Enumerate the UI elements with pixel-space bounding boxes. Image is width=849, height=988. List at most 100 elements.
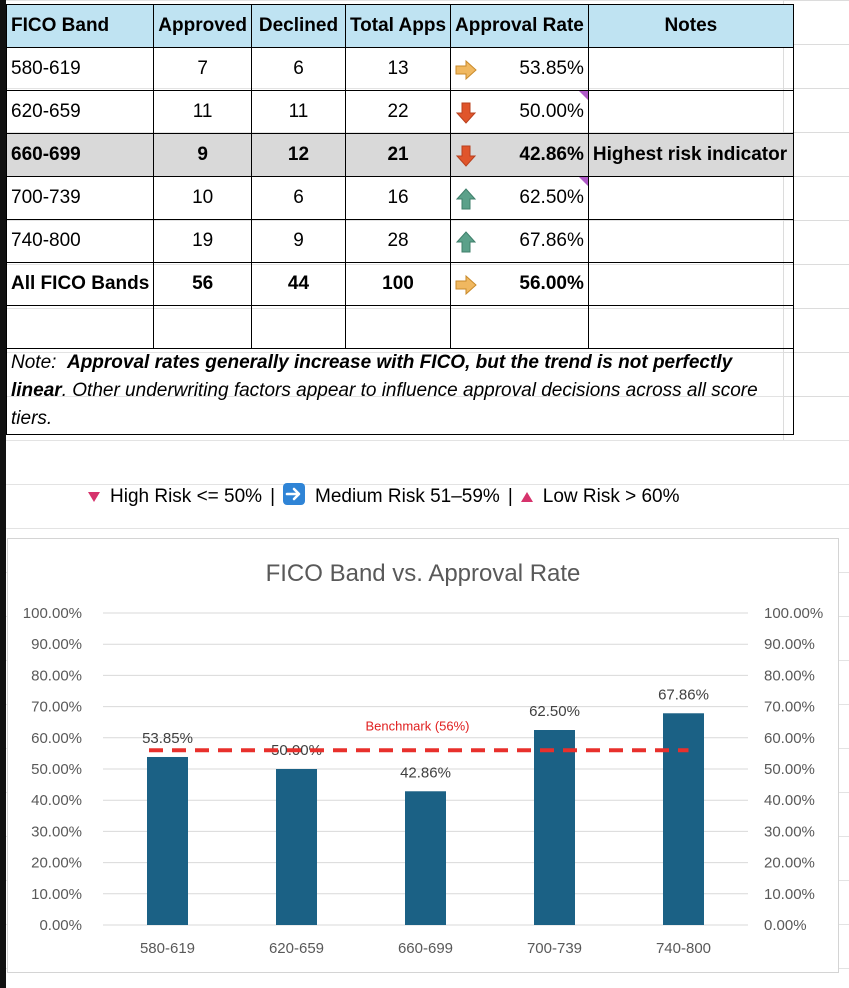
benchmark-label: Benchmark (56%) <box>365 718 469 733</box>
note-bold-text: Approval rates generally increase with F… <box>11 352 733 401</box>
bar[interactable] <box>147 756 188 925</box>
cell-declined[interactable]: 11 <box>250 90 346 134</box>
cell-approved[interactable]: 10 <box>153 176 252 220</box>
cell-declined[interactable]: 12 <box>250 133 346 177</box>
bar-data-label: 42.86% <box>400 764 451 781</box>
rate-value: 62.50% <box>519 187 584 208</box>
chart-x-axis: 580-619 620-659 660-699 700-739 740-800 <box>140 940 711 957</box>
cell-notes[interactable] <box>587 219 794 263</box>
cell-approval-rate[interactable]: 42.86% <box>450 133 589 177</box>
arrow-down-icon <box>454 144 478 168</box>
y2-tick-label: 30.00% <box>764 823 815 840</box>
header-approved[interactable]: Approved <box>153 4 252 48</box>
bar[interactable] <box>534 730 575 925</box>
cell-fico-band[interactable]: All FICO Bands <box>5 262 155 306</box>
approval-rate-chart[interactable]: FICO Band vs. Approval Rate 0.00% 10.00% 2… <box>7 538 839 973</box>
bar[interactable] <box>276 769 317 925</box>
legend-high-risk: High Risk <= 50% <box>110 486 263 507</box>
comment-indicator-icon[interactable] <box>578 91 588 100</box>
y2-tick-label: 50.00% <box>764 761 815 778</box>
chart-title: FICO Band vs. Approval Rate <box>266 560 581 587</box>
comment-indicator-icon[interactable] <box>578 177 588 186</box>
note-cell[interactable]: Note: Approval rates generally increase … <box>6 348 794 435</box>
y-tick-label: 90.00% <box>31 636 82 653</box>
cell-approval-rate[interactable]: 67.86% <box>450 219 589 263</box>
table-row: 740-800 19 9 28 67.86% <box>5 219 794 263</box>
arrow-up-icon <box>454 187 478 211</box>
y-tick-label: 70.00% <box>31 699 82 716</box>
cell-approved[interactable]: 56 <box>153 262 252 306</box>
chart-gridlines <box>103 612 748 926</box>
cell-notes[interactable] <box>587 90 794 134</box>
cell-total-apps[interactable]: 16 <box>344 176 452 220</box>
empty-row <box>5 305 794 349</box>
cell-fico-band[interactable]: 660-699 <box>5 133 155 177</box>
chart-y-axis: 0.00% 10.00% 20.00% 30.00% 40.00% 50.00% 60.00… <box>23 605 82 934</box>
rate-value: 56.00% <box>519 273 584 294</box>
header-fico-band[interactable]: FICO Band <box>5 4 155 48</box>
cell-approval-rate[interactable]: 50.00% <box>450 90 589 134</box>
arrow-right-icon <box>454 273 478 297</box>
note-prefix: Note: <box>11 352 57 373</box>
table-row: 700-739 10 6 16 62.50% <box>5 176 794 220</box>
cell-approved[interactable]: 19 <box>153 219 252 263</box>
empty-cell[interactable] <box>5 305 155 349</box>
empty-cell[interactable] <box>587 305 794 349</box>
cell-notes[interactable]: Highest risk indicator <box>587 133 794 177</box>
cell-fico-band[interactable]: 580-619 <box>5 47 155 91</box>
risk-legend: High Risk <= 50% | Medium Risk 51–59% | … <box>88 483 680 511</box>
cell-declined[interactable]: 44 <box>250 262 346 306</box>
arrow-right-icon <box>454 58 478 82</box>
y2-tick-label: 100.00% <box>764 605 823 622</box>
bar-data-label: 67.86% <box>658 686 709 703</box>
y-tick-label: 0.00% <box>39 917 82 934</box>
y2-tick-label: 60.00% <box>764 730 815 747</box>
y-tick-label: 10.00% <box>31 886 82 903</box>
header-notes[interactable]: Notes <box>587 4 794 48</box>
sheet-left-edge <box>0 0 6 988</box>
cell-notes[interactable] <box>587 47 794 91</box>
cell-declined[interactable]: 6 <box>250 176 346 220</box>
legend-separator: | <box>507 486 513 507</box>
fico-table: FICO Band Approved Declined Total Apps A… <box>5 4 794 435</box>
arrow-up-icon <box>454 230 478 254</box>
cell-declined[interactable]: 6 <box>250 47 346 91</box>
bar[interactable] <box>663 713 704 925</box>
cell-total-apps[interactable]: 22 <box>344 90 452 134</box>
sheet-empty-columns[interactable] <box>783 0 849 440</box>
bar[interactable] <box>405 791 446 925</box>
y-tick-label: 100.00% <box>23 605 82 622</box>
cell-approval-rate[interactable]: 56.00% <box>450 262 589 306</box>
cell-declined[interactable]: 9 <box>250 219 346 263</box>
empty-cell[interactable] <box>153 305 252 349</box>
cell-approved[interactable]: 9 <box>153 133 252 177</box>
table-body: 580-619 7 6 13 53.85% 620-659 11 11 22 50.00% 660-… <box>5 47 794 306</box>
empty-cell[interactable] <box>344 305 452 349</box>
chart-secondary-y-axis: 0.00% 10.00% 20.00% 30.00% 40.00% 50.00% 60.00… <box>764 605 823 934</box>
y2-tick-label: 90.00% <box>764 636 815 653</box>
cell-fico-band[interactable]: 740-800 <box>5 219 155 263</box>
y-tick-label: 40.00% <box>31 792 82 809</box>
cell-fico-band[interactable]: 620-659 <box>5 90 155 134</box>
cell-approval-rate[interactable]: 53.85% <box>450 47 589 91</box>
cell-total-apps[interactable]: 100 <box>344 262 452 306</box>
cell-fico-band[interactable]: 700-739 <box>5 176 155 220</box>
cell-approved[interactable]: 7 <box>153 47 252 91</box>
cell-total-apps[interactable]: 21 <box>344 133 452 177</box>
header-declined[interactable]: Declined <box>250 4 346 48</box>
bar-data-label: 62.50% <box>529 703 580 720</box>
cell-notes[interactable] <box>587 262 794 306</box>
cell-approval-rate[interactable]: 62.50% <box>450 176 589 220</box>
empty-cell[interactable] <box>250 305 346 349</box>
rate-value: 42.86% <box>519 144 584 165</box>
header-total-apps[interactable]: Total Apps <box>344 4 452 48</box>
cell-total-apps[interactable]: 13 <box>344 47 452 91</box>
y2-tick-label: 70.00% <box>764 699 815 716</box>
cell-notes[interactable] <box>587 176 794 220</box>
y-tick-label: 80.00% <box>31 667 82 684</box>
cell-approved[interactable]: 11 <box>153 90 252 134</box>
empty-cell[interactable] <box>450 305 589 349</box>
cell-total-apps[interactable]: 28 <box>344 219 452 263</box>
x-tick-label: 660-699 <box>398 940 453 957</box>
header-approval-rate[interactable]: Approval Rate <box>450 4 589 48</box>
